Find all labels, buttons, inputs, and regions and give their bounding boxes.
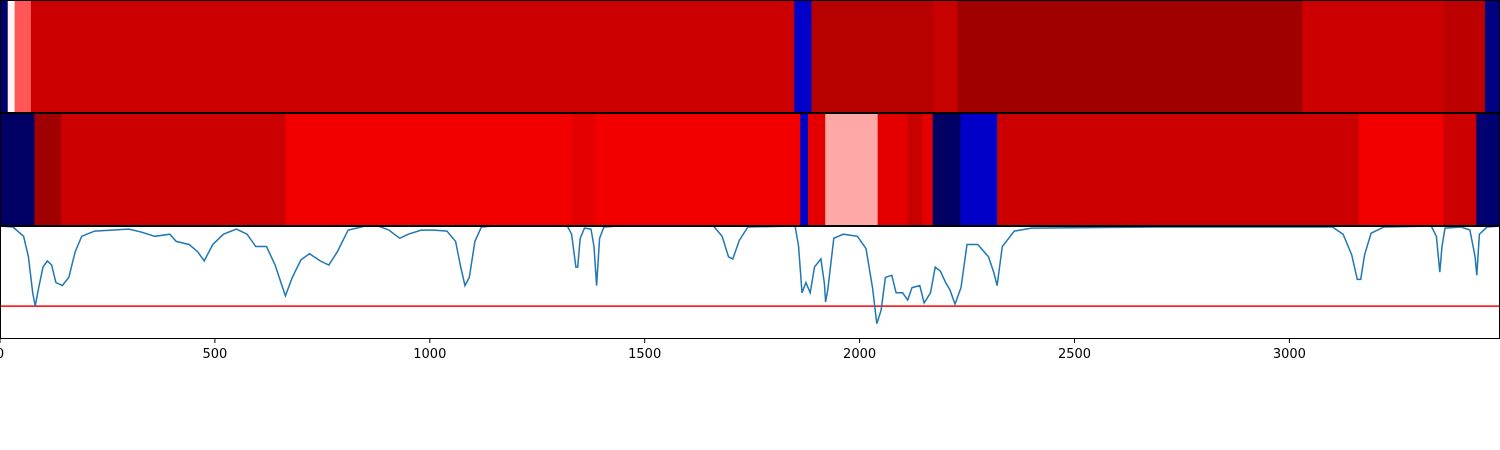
heatmap-bottom-cell-12 [932, 113, 962, 226]
x-tick-label-3: 1500 [628, 347, 661, 362]
x-tick-label-1: 500 [202, 347, 227, 362]
heatmap-top-cell-3 [30, 0, 795, 113]
x-tick-label-0: 0 [0, 347, 4, 362]
heatmap-bottom-cell-3 [285, 113, 573, 226]
heatmap-top-cell-2 [14, 0, 32, 113]
line-panel-frame [0, 226, 1500, 339]
heatmap-bottom-cell-8 [825, 113, 879, 226]
heatmap-bottom-cell-4 [571, 113, 596, 226]
heatmap-bottom-cell-6 [800, 113, 809, 226]
heatmap-bottom-cell-1 [34, 113, 62, 226]
heatmap-top-cell-7 [957, 0, 1303, 113]
heatmap-bottom-cell-16 [1443, 113, 1477, 226]
x-tick-label-2: 1000 [413, 347, 446, 362]
heatmap-top-cell-4 [794, 0, 812, 113]
heatmap-top-cell-8 [1302, 0, 1444, 113]
heatmap-bottom [0, 113, 1500, 226]
heatmap-bottom-cell-17 [1476, 113, 1500, 226]
heatmap-bottom-cell-7 [808, 113, 826, 226]
heatmap-bottom-cell-11 [921, 113, 934, 226]
series-line [0, 226, 1500, 324]
line-panel [0, 226, 1500, 324]
heatmap-top [0, 0, 1500, 113]
heatmap-bottom-cell-14 [997, 113, 1360, 226]
heatmap-bottom-cell-15 [1359, 113, 1444, 226]
heatmap-top-cell-0 [0, 0, 9, 113]
heatmap-bottom-cell-9 [877, 113, 909, 226]
heatmap-bottom-cell-0 [0, 113, 35, 226]
heatmap-bottom-cell-10 [907, 113, 923, 226]
heatmap-bottom-cell-5 [595, 113, 801, 226]
heatmap-bottom-cell-13 [960, 113, 998, 226]
heatmap-top-cell-6 [932, 0, 958, 113]
heatmap-bottom-cell-2 [61, 113, 286, 226]
heatmap-top-cell-9 [1443, 0, 1486, 113]
heatmap-top-cell-5 [811, 0, 934, 113]
heatmap-top-cell-10 [1484, 0, 1500, 113]
x-axis: 0 500 1000 1500 2000 2500 3000 [0, 339, 1306, 362]
x-tick-label-6: 3000 [1273, 347, 1306, 362]
heatmap-top-cell-1 [7, 0, 16, 113]
x-tick-label-5: 2500 [1058, 347, 1091, 362]
x-tick-label-4: 2000 [843, 347, 876, 362]
